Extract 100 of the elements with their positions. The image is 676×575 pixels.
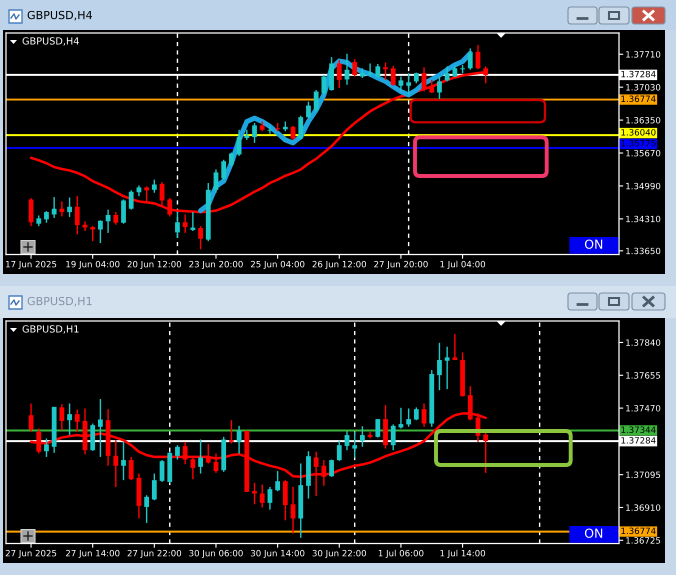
candlestick	[375, 63, 380, 79]
candlestick	[298, 115, 304, 141]
candlestick	[236, 425, 242, 454]
ref-line-label: 1.36774	[621, 528, 656, 534]
candlestick	[406, 72, 412, 96]
x-tick-label: 27 Jun 14:00	[66, 550, 120, 558]
chart-subtitle: GBPUSD,H1	[22, 325, 79, 334]
y-tick-label: 1.35670	[626, 150, 660, 156]
candlestick	[229, 152, 234, 168]
candlestick	[160, 459, 164, 483]
candlestick	[476, 44, 480, 70]
ref-line-label: 1.37344	[621, 426, 656, 433]
candlestick	[314, 89, 319, 112]
candlestick	[282, 479, 288, 521]
candlestick	[452, 65, 458, 78]
candlestick	[375, 418, 380, 438]
candlestick	[44, 438, 49, 458]
candlestick	[74, 195, 80, 236]
candlestick	[275, 122, 280, 132]
candlestick	[437, 342, 442, 391]
chart-title: GBPUSD,H1	[28, 296, 92, 306]
candlestick	[44, 210, 49, 224]
candlestick	[444, 66, 450, 82]
candlestick	[182, 441, 188, 465]
x-tick-label: 17 Jun 2025	[6, 260, 56, 270]
candlestick	[414, 72, 419, 84]
candlestick	[121, 198, 126, 224]
candlestick	[282, 120, 288, 132]
candlestick	[175, 444, 180, 460]
candlestick	[252, 122, 257, 144]
candlestick	[190, 211, 196, 232]
x-tick-label: 19 Jun 04:00	[66, 260, 120, 270]
candlestick	[336, 440, 342, 462]
x-tick-label: 20 Jun 12:00	[128, 260, 182, 270]
candlestick	[128, 190, 134, 210]
y-tick-label: 1.36350	[626, 116, 660, 124]
candlestick	[214, 168, 218, 194]
candlestick	[98, 398, 103, 458]
candlestick	[52, 196, 57, 219]
candlestick	[260, 484, 265, 508]
text: ON	[584, 239, 602, 249]
x-tick-label: 30 Jun 06:00	[189, 550, 243, 558]
candlestick	[106, 208, 110, 234]
candlestick	[268, 486, 272, 510]
candlestick	[82, 220, 88, 232]
candlestick	[336, 59, 342, 89]
x-tick-label: 23 Jun 20:00	[189, 260, 243, 270]
candlestick	[368, 62, 372, 78]
candlestick	[360, 426, 365, 448]
candlestick	[460, 64, 465, 74]
y-tick-label: 1.33650	[626, 248, 660, 254]
candlestick	[74, 408, 80, 433]
candlestick	[28, 197, 34, 227]
candlestick	[437, 76, 442, 100]
y-tick-label: 1.34990	[626, 182, 660, 190]
y-tick-label: 1.34310	[626, 216, 660, 222]
candlestick	[414, 406, 419, 421]
candlestick	[175, 211, 180, 238]
candlestick	[152, 472, 157, 501]
candlestick	[113, 211, 118, 226]
candlestick	[90, 225, 96, 242]
candlestick	[352, 58, 358, 78]
candlestick	[121, 441, 126, 481]
candlestick	[98, 220, 103, 244]
candlestick	[390, 65, 396, 86]
ref-line-label: 1.37284	[621, 70, 656, 78]
ref-line-label: 1.36040	[621, 129, 656, 136]
x-tick-label: 25 Jun 04:00	[250, 260, 304, 270]
x-tick-label: 27 Jun 2025	[6, 550, 56, 558]
x-tick-label: 1 Jul 14:00	[440, 550, 486, 558]
candlestick	[275, 470, 280, 492]
candlestick	[398, 407, 404, 430]
candlestick	[136, 184, 142, 197]
candlestick	[59, 404, 64, 431]
chart-subtitle: GBPUSD,H4	[22, 37, 79, 46]
y-tick-label: 1.37095	[626, 472, 660, 478]
candlestick	[390, 424, 396, 451]
y-tick-label: 1.37710	[626, 51, 660, 58]
candlestick	[252, 482, 257, 505]
candlestick	[28, 402, 34, 433]
candlestick	[128, 456, 134, 481]
y-tick-label: 1.36725	[626, 537, 660, 544]
candlestick	[221, 159, 226, 180]
y-tick-label: 1.37840	[626, 339, 660, 346]
candlestick	[398, 76, 404, 92]
ref-line-label: 1.37284	[621, 437, 656, 444]
candlestick	[483, 432, 488, 474]
y-tick-label: 1.36910	[626, 504, 660, 511]
candlestick	[144, 186, 150, 204]
candlestick	[468, 48, 473, 70]
candlestick	[290, 125, 296, 141]
candlestick	[229, 419, 234, 444]
candlestick	[206, 443, 211, 464]
candlestick	[329, 458, 334, 478]
x-tick-label: 26 Jun 12:00	[312, 260, 366, 270]
x-tick-label: 27 Jun 22:00	[128, 550, 182, 558]
y-tick-label: 1.37030	[626, 84, 660, 91]
candlestick	[344, 53, 350, 86]
candlestick	[452, 333, 458, 361]
text: ON	[584, 528, 602, 538]
